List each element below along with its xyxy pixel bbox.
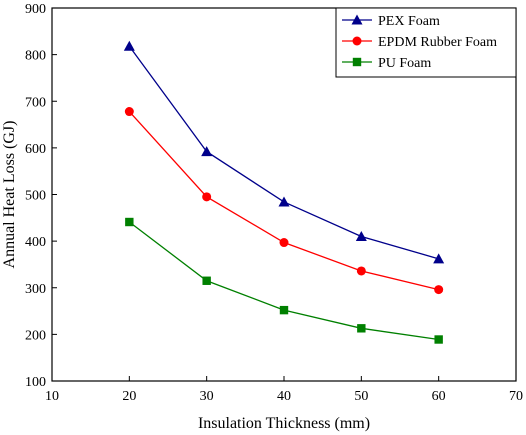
data-point <box>433 253 445 264</box>
y-tick-label: 500 <box>25 189 46 204</box>
axis-ticks: 10 20 30 40 50 60 70 100 200 300 400 500 600 700 800 90… <box>25 2 523 404</box>
legend-marker <box>352 57 362 67</box>
x-tick-label: 60 <box>432 389 446 404</box>
series-line <box>128 45 439 260</box>
legend-item: PEX Foam <box>342 14 440 29</box>
data-point <box>125 217 134 227</box>
data-point <box>357 324 366 333</box>
legend-item: EPDM Rubber Foam <box>342 35 497 50</box>
legend-label: PEX Foam <box>378 14 440 29</box>
data-point <box>123 40 135 51</box>
y-tick-label: 700 <box>25 95 46 110</box>
y-tick-label: 200 <box>25 328 46 343</box>
legend-label: EPDM Rubber Foam <box>378 35 497 50</box>
legend-marker <box>351 14 363 25</box>
plot-frame <box>51 7 517 382</box>
x-axis-title: Insulation Thickness (mm) <box>198 415 370 432</box>
legend: PEX Foam EPDM Rubber Foam PU Foam <box>335 7 517 78</box>
data-point <box>124 107 134 117</box>
y-axis-title: Annual Heat Loss (GJ) <box>1 121 18 269</box>
y-tick-label: 100 <box>25 375 46 390</box>
y-tick-label: 300 <box>25 282 46 297</box>
x-tick-label: 30 <box>200 389 214 404</box>
y-tick-label: 900 <box>25 2 46 17</box>
series-pex-foam <box>123 40 445 264</box>
y-tick-label: 800 <box>25 49 46 64</box>
x-tick-label: 40 <box>277 389 291 404</box>
legend-label: PU Foam <box>378 56 431 71</box>
x-tick-label: 50 <box>354 389 368 404</box>
x-tick-label: 20 <box>122 389 136 404</box>
data-point <box>434 335 443 344</box>
data-point <box>201 146 213 157</box>
data-point <box>278 196 290 207</box>
legend-marker <box>352 36 362 46</box>
data-point <box>202 276 211 285</box>
y-tick-label: 600 <box>25 142 46 157</box>
y-tick-label: 400 <box>25 235 46 250</box>
data-point <box>202 192 212 202</box>
data-point <box>355 230 367 241</box>
legend-item: PU Foam <box>342 56 431 71</box>
data-point <box>356 266 366 276</box>
data-point <box>434 285 444 295</box>
series-pu-foam <box>125 217 443 344</box>
x-tick-label: 10 <box>45 389 59 404</box>
series-epdm-rubber-foam <box>124 107 444 295</box>
data-point <box>279 238 289 248</box>
data-point <box>279 305 289 315</box>
series-layer <box>123 40 445 344</box>
x-tick-label: 70 <box>509 389 523 404</box>
